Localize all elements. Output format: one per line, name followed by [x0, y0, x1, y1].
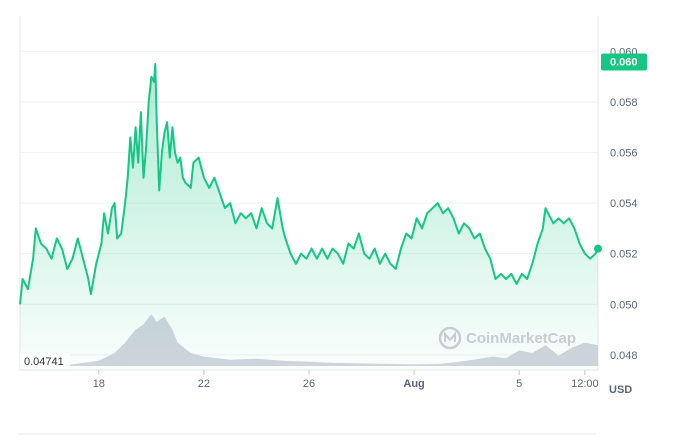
y-tick-label: 0.052	[610, 249, 638, 261]
x-tick-label: Aug	[403, 378, 424, 390]
last-price-dot	[594, 244, 602, 253]
watermark-text: CoinMarketCap	[466, 330, 576, 347]
y-tick-label: 0.048	[610, 350, 638, 362]
currency-unit-label: USD	[609, 384, 632, 396]
y-tick-label: 0.056	[610, 148, 638, 160]
price-tag-label: 0.060	[610, 57, 638, 69]
price-tag-bg	[601, 53, 647, 71]
x-tick-label: 18	[93, 378, 105, 390]
coinmarketcap-logo-icon	[438, 326, 462, 350]
y-tick-label: 0.054	[610, 198, 638, 210]
price-area	[20, 64, 598, 370]
price-line-path	[19, 63, 599, 305]
y-tick-label: 0.058	[610, 97, 638, 109]
x-tick-label: 5	[516, 378, 522, 390]
x-tick-label: 26	[303, 378, 315, 390]
x-tick-label: 12:00	[571, 378, 599, 390]
min-price-marker: 0.04741	[20, 353, 70, 369]
x-tick-label: 22	[198, 378, 210, 390]
x-axis: 18 22 26 Aug 5 12:00	[93, 370, 599, 390]
price-line	[19, 63, 602, 305]
y-tick-label: 0.050	[610, 299, 638, 311]
coinmarketcap-watermark: CoinMarketCap	[438, 326, 576, 350]
min-price-label: 0.04741	[24, 356, 64, 368]
price-area-fill	[20, 64, 598, 370]
current-price-tag: 0.060	[601, 53, 647, 71]
y-axis: 0.048 0.050 0.052 0.054 0.056 0.058 0.060	[610, 46, 638, 361]
